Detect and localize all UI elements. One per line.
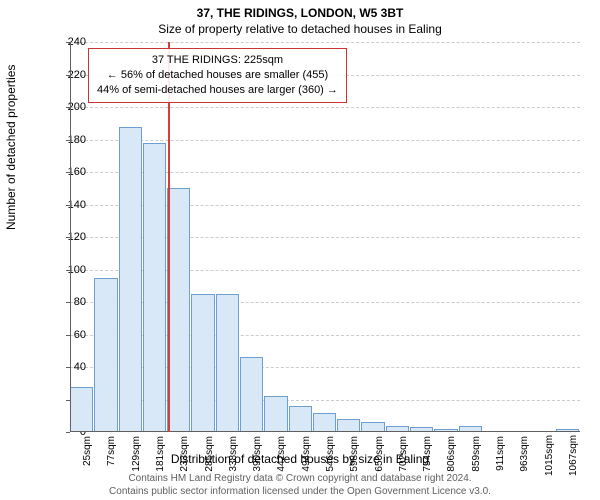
annotation-line3: 44% of semi-detached houses are larger (… bbox=[97, 83, 338, 98]
footer-line2: Contains public sector information licen… bbox=[0, 485, 600, 498]
annotation-box: 37 THE RIDINGS: 225sqm ← 56% of detached… bbox=[88, 48, 347, 103]
y-tick-mark bbox=[66, 432, 70, 433]
annotation-line1: 37 THE RIDINGS: 225sqm bbox=[97, 53, 338, 68]
footer-line1: Contains HM Land Registry data © Crown c… bbox=[0, 472, 600, 485]
footer-attribution: Contains HM Land Registry data © Crown c… bbox=[0, 472, 600, 498]
chart-title-line2: Size of property relative to detached ho… bbox=[0, 22, 600, 36]
chart-title-line1: 37, THE RIDINGS, LONDON, W5 3BT bbox=[0, 6, 600, 20]
annotation-line2: ← 56% of detached houses are smaller (45… bbox=[97, 68, 338, 83]
x-axis-label: Distribution of detached houses by size … bbox=[0, 452, 600, 466]
y-axis-label: Number of detached properties bbox=[4, 65, 18, 230]
